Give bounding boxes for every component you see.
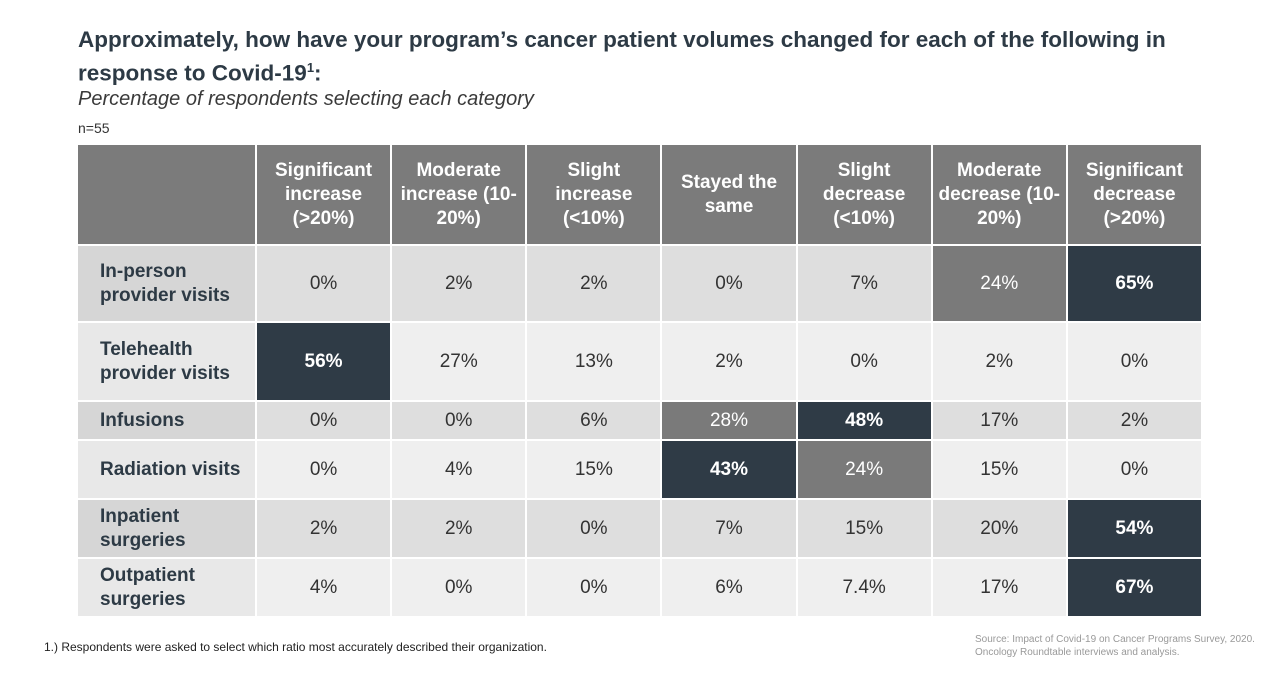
table-cell: 0% [257,246,391,321]
table-cell: 0% [662,246,796,321]
table-cell: 2% [392,500,526,557]
table-cell: 2% [932,323,1066,400]
table-cell: 7% [797,246,931,321]
table-cell: 0% [797,323,931,400]
table-body: In-person provider visits 0% 2% 2% 0% 7% 24% 65… [78,246,1201,616]
column-header: Stayed the same [662,145,796,244]
table-cell: 4% [257,559,391,616]
column-header: Significant increase (>20%) [257,145,391,244]
table-row: Radiation visits 0% 4% 15% 43% 24% 15% 0% [78,441,1201,498]
table-cell: 7.4% [797,559,931,616]
table-cell: 0% [257,402,391,439]
row-label: Infusions [78,402,255,439]
column-header: Slight decrease (<10%) [797,145,931,244]
column-header: Moderate increase (10-20%) [392,145,526,244]
title: Approximately, how have your program’s c… [78,26,1198,88]
table-cell: 0% [392,402,526,439]
table-cell: 0% [527,559,661,616]
table-cell: 0% [257,441,391,498]
table-cell: 27% [392,323,526,400]
table-cell: 2% [392,246,526,321]
row-label: Inpatient surgeries [78,500,255,557]
results-table: Significant increase (>20%) Moderate incr… [76,143,1203,618]
table-cell: 2% [662,323,796,400]
title-text: Approximately, how have your program’s c… [78,27,1166,86]
table-cell: 0% [1067,441,1201,498]
table-cell: 6% [527,402,661,439]
table-row: Outpatient surgeries 4% 0% 0% 6% 7.4% 17% 67% [78,559,1201,616]
table-cell: 28% [662,402,796,439]
footnote: 1.) Respondents were asked to select whi… [44,640,547,654]
table-cell: 7% [662,500,796,557]
table-cell: 2% [527,246,661,321]
table-cell: 15% [797,500,931,557]
row-label: Radiation visits [78,441,255,498]
source: Source: Impact of Covid-19 on Cancer Pro… [975,633,1255,659]
source-line: Source: Impact of Covid-19 on Cancer Pro… [975,634,1255,645]
table-cell: 24% [932,246,1066,321]
footnote-ref: 1 [306,60,315,75]
row-label: Telehealth provider visits [78,323,255,400]
table-cell: 56% [257,323,391,400]
table-row: Inpatient surgeries 2% 2% 0% 7% 15% 20% 54% [78,500,1201,557]
row-label: Outpatient surgeries [78,559,255,616]
row-label: In-person provider visits [78,246,255,321]
table-row: Infusions 0% 0% 6% 28% 48% 17% 2% [78,402,1201,439]
table-cell: 0% [527,500,661,557]
table-cell: 4% [392,441,526,498]
table-cell: 6% [662,559,796,616]
title-suffix: : [314,60,322,86]
table-cell: 15% [932,441,1066,498]
subtitle: Percentage of respondents selecting each… [78,88,534,110]
header-row: Significant increase (>20%) Moderate incr… [78,145,1201,244]
table-cell: 24% [797,441,931,498]
table-cell: 67% [1067,559,1201,616]
table-row: In-person provider visits 0% 2% 2% 0% 7% 24% 65… [78,246,1201,321]
table-cell: 13% [527,323,661,400]
corner-cell [78,145,255,244]
table-cell: 54% [1067,500,1201,557]
table-cell: 65% [1067,246,1201,321]
table-cell: 15% [527,441,661,498]
table-cell: 17% [932,402,1066,439]
table-cell: 2% [1067,402,1201,439]
table-cell: 20% [932,500,1066,557]
table-cell: 0% [1067,323,1201,400]
source-line: Oncology Roundtable interviews and analy… [975,647,1180,658]
table-cell: 48% [797,402,931,439]
table-cell: 43% [662,441,796,498]
column-header: Slight increase (<10%) [527,145,661,244]
table-cell: 17% [932,559,1066,616]
sample-size: n=55 [78,120,110,136]
column-header: Significant decrease (>20%) [1067,145,1201,244]
table-cell: 2% [257,500,391,557]
table-cell: 0% [392,559,526,616]
column-header: Moderate decrease (10-20%) [932,145,1066,244]
table-row: Telehealth provider visits 56% 27% 13% 2% 0% 2… [78,323,1201,400]
